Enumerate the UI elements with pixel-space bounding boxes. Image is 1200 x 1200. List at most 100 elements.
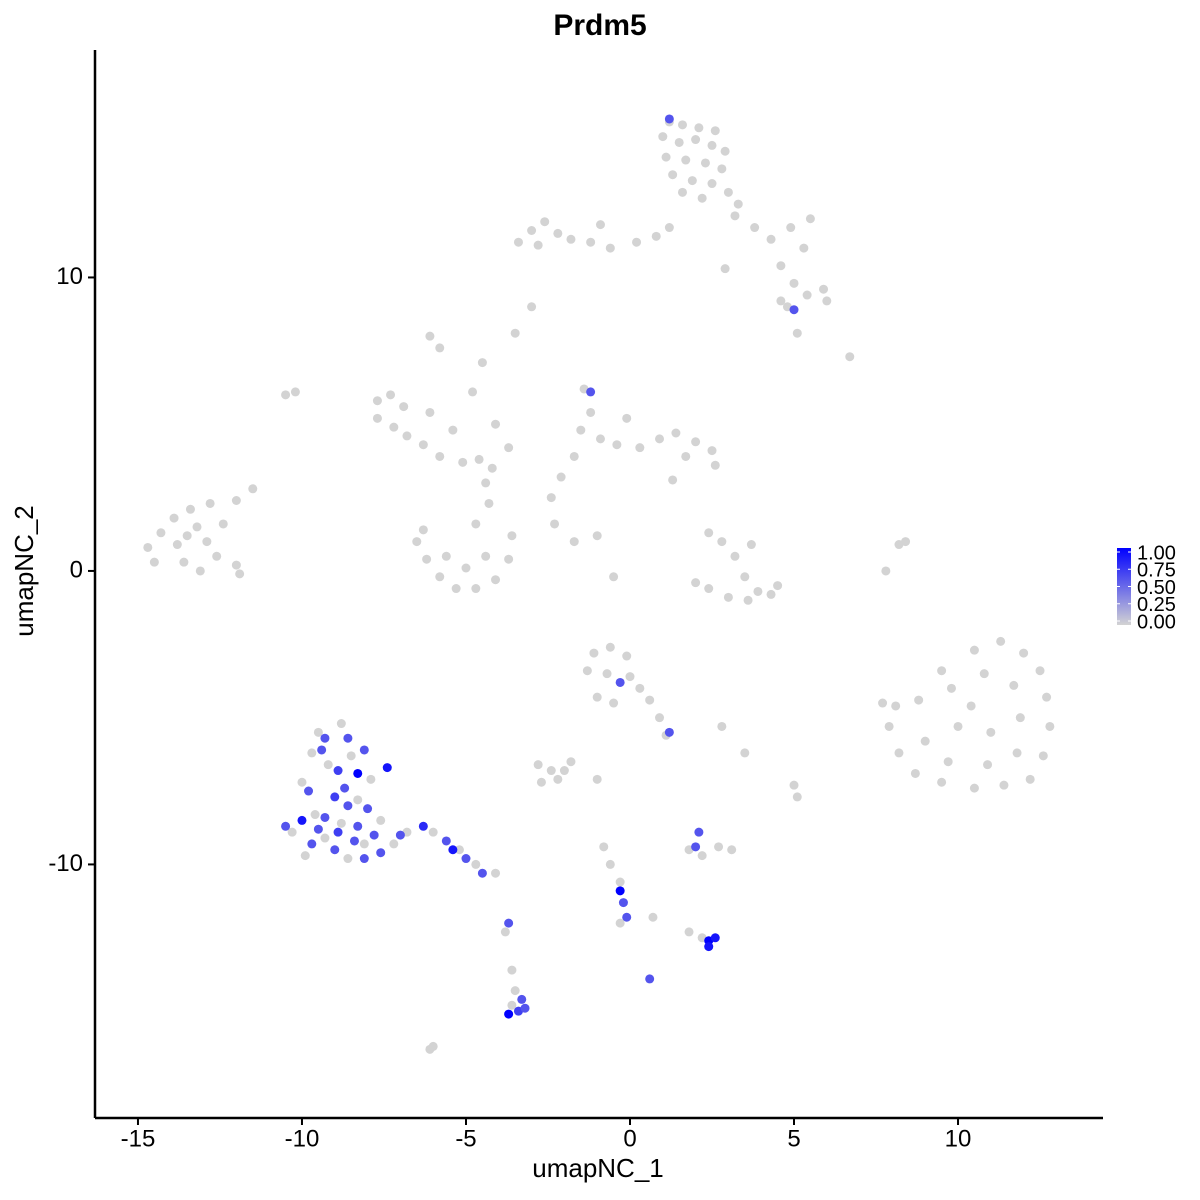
cell-point <box>435 343 445 353</box>
cell-point <box>704 942 714 952</box>
cell-point <box>418 525 428 535</box>
cell-point <box>422 554 432 564</box>
cell-point <box>1038 751 1048 761</box>
cell-point <box>481 478 491 488</box>
cell-point <box>550 519 560 529</box>
cell-point <box>710 933 720 943</box>
y-axis-label: umapNC_2 <box>9 505 39 637</box>
cell-point <box>553 228 563 238</box>
cell-point <box>658 132 668 142</box>
cell-point <box>700 158 710 168</box>
cell-point <box>668 475 678 485</box>
cell-point <box>733 199 743 209</box>
cell-point <box>448 425 458 435</box>
cell-point <box>586 387 596 397</box>
cell-point <box>399 402 409 412</box>
cell-point <box>566 757 576 767</box>
cell-point <box>487 463 497 473</box>
cell-point <box>717 721 727 731</box>
cell-point <box>1035 666 1045 676</box>
x-tick-label: -15 <box>121 1125 156 1152</box>
cell-point <box>425 331 435 341</box>
cell-point <box>317 745 327 755</box>
cell-point <box>425 1044 435 1054</box>
cell-point <box>786 223 796 233</box>
cell-point <box>149 557 159 567</box>
cell-point <box>717 537 727 547</box>
y-tick-label: 0 <box>70 556 83 583</box>
cell-point <box>366 774 376 784</box>
cell-point <box>553 774 563 784</box>
cell-point <box>349 836 359 846</box>
cell-point <box>510 986 520 996</box>
cell-point <box>635 683 645 693</box>
cell-point <box>477 358 487 368</box>
cell-point <box>969 783 979 793</box>
cell-point <box>746 540 756 550</box>
cell-point <box>710 126 720 136</box>
cell-point <box>231 496 241 506</box>
cell-point <box>359 839 369 849</box>
cell-point <box>441 551 451 561</box>
cell-point <box>691 842 701 852</box>
cell-point <box>313 824 323 834</box>
cell-point <box>202 537 212 547</box>
cell-point <box>622 413 632 423</box>
cell-point <box>448 845 458 855</box>
cell-point <box>143 542 153 552</box>
cell-point <box>205 498 215 508</box>
cell-point <box>504 1009 514 1019</box>
cell-point <box>691 135 701 145</box>
cell-point <box>507 965 517 975</box>
cell-point <box>517 994 527 1004</box>
cell-point <box>691 437 701 447</box>
cell-point <box>966 701 976 711</box>
colorbar-tick-label: 0.50 <box>1137 577 1176 599</box>
cell-point <box>504 443 514 453</box>
cell-point <box>615 677 625 687</box>
cell-point <box>569 537 579 547</box>
cell-point <box>792 792 802 802</box>
cell-point <box>714 842 724 852</box>
cell-point <box>343 854 353 864</box>
cell-point <box>172 540 182 550</box>
cell-point <box>615 877 625 887</box>
cell-point <box>1009 680 1019 690</box>
cell-point <box>684 927 694 937</box>
cell-point <box>595 434 605 444</box>
cell-point <box>664 727 674 737</box>
x-tick-label: -5 <box>455 1125 476 1152</box>
cell-point <box>336 818 346 828</box>
cell-point <box>799 243 809 253</box>
cell-point <box>766 234 776 244</box>
cell-point <box>710 460 720 470</box>
cell-point <box>753 586 763 596</box>
cell-point <box>720 146 730 156</box>
cell-point <box>953 721 963 731</box>
cell-point <box>441 836 451 846</box>
cell-point <box>307 748 317 758</box>
cell-point <box>576 425 586 435</box>
cell-point <box>320 833 330 843</box>
cell-point <box>605 859 615 869</box>
cell-point <box>615 918 625 928</box>
cell-point <box>845 352 855 362</box>
cell-point <box>481 551 491 561</box>
cell-point <box>622 912 632 922</box>
cell-point <box>674 137 684 147</box>
cell-point <box>474 454 484 464</box>
cell-point <box>185 504 195 514</box>
cell-point <box>592 692 602 702</box>
cell-point <box>697 851 707 861</box>
cell-point <box>507 531 517 541</box>
x-tick-label: -10 <box>285 1125 320 1152</box>
cell-point <box>504 918 514 928</box>
cell-point <box>468 387 478 397</box>
cell-point <box>179 557 189 567</box>
cell-point <box>461 563 471 573</box>
colorbar-tick-label: 0.00 <box>1137 611 1176 633</box>
cell-point <box>687 176 697 186</box>
cell-point <box>376 848 386 858</box>
cell-point <box>418 821 428 831</box>
x-tick-label: 10 <box>945 1125 972 1152</box>
